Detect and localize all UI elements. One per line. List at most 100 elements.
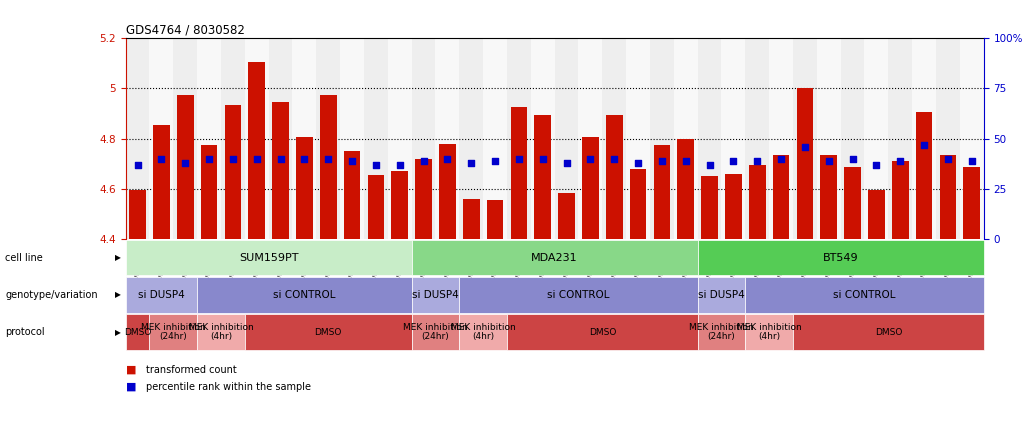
Bar <box>149 314 197 350</box>
Text: BT549: BT549 <box>823 253 858 263</box>
Text: MEK inhibition
(24hr): MEK inhibition (24hr) <box>141 323 206 341</box>
Bar <box>245 38 269 239</box>
Point <box>415 157 432 164</box>
Bar <box>579 38 603 239</box>
Bar <box>817 38 840 239</box>
Bar <box>936 38 960 239</box>
Point <box>678 157 694 164</box>
Bar <box>272 102 289 239</box>
Bar <box>749 165 765 239</box>
Point <box>391 161 408 168</box>
Bar <box>796 88 814 239</box>
Point <box>892 157 908 164</box>
Bar <box>344 151 360 239</box>
Bar <box>126 38 149 239</box>
Point <box>725 157 742 164</box>
Point <box>344 157 360 164</box>
Bar <box>412 277 459 313</box>
Bar <box>697 277 746 313</box>
Text: ■: ■ <box>126 365 136 375</box>
Point <box>845 155 861 162</box>
Bar <box>845 168 861 239</box>
Text: si CONTROL: si CONTROL <box>547 290 610 300</box>
Point <box>535 155 551 162</box>
Bar <box>772 155 789 239</box>
Bar <box>459 314 507 350</box>
Point <box>511 155 527 162</box>
Point <box>225 155 241 162</box>
Text: genotype/variation: genotype/variation <box>5 290 98 300</box>
Text: ▶: ▶ <box>114 290 121 299</box>
Bar <box>892 161 908 239</box>
Point <box>272 155 288 162</box>
Bar <box>412 240 697 275</box>
Bar <box>459 277 697 313</box>
Bar <box>126 240 412 275</box>
Text: si DUSP4: si DUSP4 <box>138 290 184 300</box>
Bar <box>939 155 956 239</box>
Bar <box>462 199 480 239</box>
Point <box>297 155 313 162</box>
Text: si CONTROL: si CONTROL <box>833 290 896 300</box>
Bar <box>269 38 293 239</box>
Bar <box>746 314 793 350</box>
Text: percentile rank within the sample: percentile rank within the sample <box>146 382 311 392</box>
Bar <box>248 62 265 239</box>
Text: MDA231: MDA231 <box>531 253 578 263</box>
Point <box>153 155 170 162</box>
Bar <box>201 145 217 239</box>
Point <box>320 155 337 162</box>
Point <box>939 155 956 162</box>
Bar <box>697 38 721 239</box>
Bar <box>793 38 817 239</box>
Text: SUM159PT: SUM159PT <box>239 253 299 263</box>
Bar <box>963 168 981 239</box>
Bar <box>558 192 575 239</box>
Bar <box>177 95 194 239</box>
Bar <box>916 112 932 239</box>
Point <box>821 157 837 164</box>
Bar <box>582 137 598 239</box>
Text: transformed count: transformed count <box>146 365 237 375</box>
Point <box>916 141 932 148</box>
Point <box>368 161 384 168</box>
Bar <box>820 155 837 239</box>
Bar <box>960 38 984 239</box>
Point <box>606 155 622 162</box>
Bar <box>197 38 221 239</box>
Text: MEK inhibition
(24hr): MEK inhibition (24hr) <box>403 323 468 341</box>
Bar <box>725 174 742 239</box>
Bar <box>293 38 316 239</box>
Bar <box>221 38 245 239</box>
Bar <box>507 314 697 350</box>
Point <box>464 159 480 166</box>
Point <box>558 159 575 166</box>
Text: ▶: ▶ <box>114 253 121 262</box>
Text: DMSO: DMSO <box>588 327 616 337</box>
Bar <box>436 38 459 239</box>
Bar <box>391 171 408 239</box>
Bar <box>153 125 170 239</box>
Bar <box>511 107 527 239</box>
Bar <box>701 176 718 239</box>
Text: DMSO: DMSO <box>124 327 151 337</box>
Bar <box>654 145 671 239</box>
Bar <box>487 200 504 239</box>
Bar <box>149 38 173 239</box>
Bar <box>197 277 412 313</box>
Point <box>701 161 718 168</box>
Bar <box>554 38 579 239</box>
Bar <box>888 38 913 239</box>
Bar <box>126 277 197 313</box>
Point <box>177 159 194 166</box>
Bar <box>913 38 936 239</box>
Text: ■: ■ <box>126 382 136 392</box>
Point <box>201 155 217 162</box>
Bar <box>225 104 241 239</box>
Point <box>439 155 455 162</box>
Bar <box>412 314 459 350</box>
Point <box>654 157 671 164</box>
Bar <box>197 314 245 350</box>
Bar <box>126 314 149 350</box>
Point <box>582 155 598 162</box>
